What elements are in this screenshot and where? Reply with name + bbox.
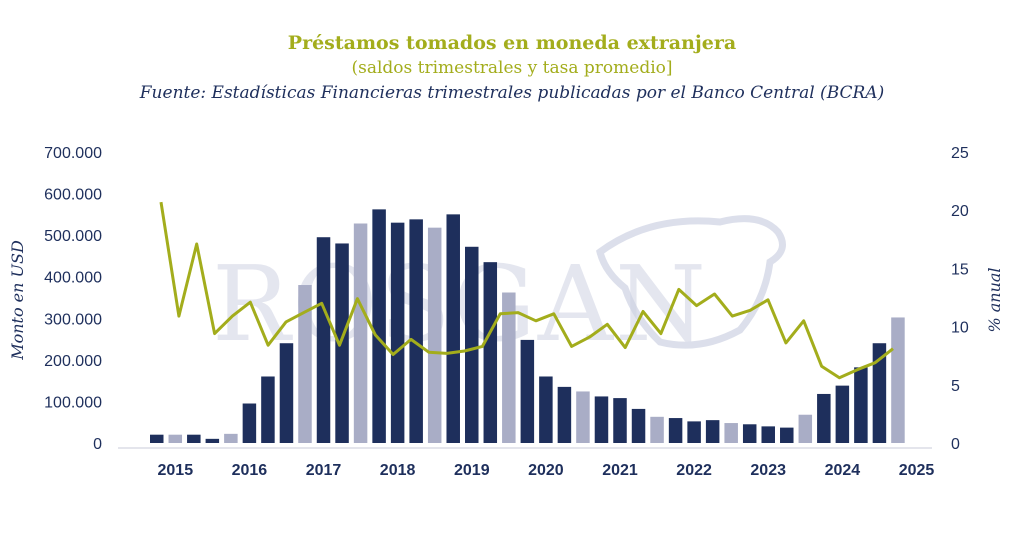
bar-3 xyxy=(205,438,220,443)
x-tick-label: 2018 xyxy=(380,462,416,479)
bar-29 xyxy=(687,421,701,443)
bar-11 xyxy=(353,223,368,443)
bar-39 xyxy=(872,343,887,443)
bar-36 xyxy=(817,393,831,443)
bar-16 xyxy=(446,214,460,443)
bar-9 xyxy=(316,237,331,443)
bar-33 xyxy=(761,426,775,443)
y-tick-label: 300.000 xyxy=(44,311,102,328)
y-tick-label: 600.000 xyxy=(44,187,102,204)
x-tick-label: 2019 xyxy=(454,462,490,479)
bar-25 xyxy=(613,398,627,443)
bar-27 xyxy=(650,416,664,443)
bar-8 xyxy=(298,285,312,443)
chart-title: Préstamos tomados en moneda extranjera xyxy=(287,32,737,54)
bar-30 xyxy=(705,420,720,443)
y2-tick-label: 10 xyxy=(951,320,969,337)
bar-6 xyxy=(261,376,275,443)
bar-21 xyxy=(539,376,553,443)
x-tick-label: 2015 xyxy=(158,462,194,479)
bar-35 xyxy=(798,414,813,443)
rate-line-series xyxy=(159,201,894,380)
y2-tick-label: 20 xyxy=(951,203,969,220)
chart-subtitle: (saldos trimestrales y tasa promedio] xyxy=(351,58,673,78)
y2-tick-label: 0 xyxy=(951,436,960,453)
y-tick-label: 200.000 xyxy=(44,353,102,370)
x-tick-label: 2024 xyxy=(825,462,861,479)
x-tick-label: 2020 xyxy=(528,462,564,479)
bar-18 xyxy=(483,262,498,443)
chart-axes: 0 100.000 200.000 300.000 400.000 500.000 600.… xyxy=(8,145,1004,479)
bar-12 xyxy=(372,209,386,443)
bar-2 xyxy=(187,434,201,443)
bar-40 xyxy=(891,317,905,443)
y-tick-label: 0 xyxy=(93,436,102,453)
bar-38 xyxy=(854,367,868,443)
bar-22 xyxy=(557,386,572,443)
bar-31 xyxy=(724,423,738,443)
bar-7 xyxy=(279,343,294,443)
bar-17 xyxy=(465,246,479,443)
rosgan-watermark: ROSGAN xyxy=(212,215,786,365)
bar-0 xyxy=(150,434,164,443)
y2-tick-label: 25 xyxy=(951,145,969,162)
bar-5 xyxy=(242,403,257,443)
x-tick-label: 2021 xyxy=(602,462,638,479)
rate-line xyxy=(159,201,894,380)
chart-header: Préstamos tomados en moneda extranjera (… xyxy=(0,30,1024,106)
bar-4 xyxy=(224,433,238,443)
y2-axis-label: % anual xyxy=(985,267,1004,332)
x-tick-label: 2025 xyxy=(899,462,935,479)
chart-source: Fuente: Estadísticas Financieras trimest… xyxy=(139,83,885,103)
bar-13 xyxy=(390,222,405,443)
bar-15 xyxy=(427,227,442,443)
bar-32 xyxy=(742,424,757,443)
bar-24 xyxy=(594,396,609,443)
y-tick-label: 500.000 xyxy=(44,228,102,245)
x-tick-label: 2022 xyxy=(676,462,712,479)
y2-tick-label: 15 xyxy=(951,261,969,278)
bar-28 xyxy=(668,418,683,443)
bar-34 xyxy=(780,427,794,443)
bar-23 xyxy=(576,391,590,443)
y-tick-label: 100.000 xyxy=(44,394,102,411)
x-tick-label: 2016 xyxy=(232,462,268,479)
y-axis-label: Monto en USD xyxy=(8,240,27,361)
bar-19 xyxy=(502,292,516,443)
bar-series xyxy=(150,209,905,443)
bull-head-watermark-icon xyxy=(596,215,786,349)
y2-tick-label: 5 xyxy=(951,378,960,395)
bar-37 xyxy=(835,385,850,443)
y-tick-label: 400.000 xyxy=(44,270,102,287)
y-tick-label: 700.000 xyxy=(44,145,102,162)
bar-10 xyxy=(335,243,349,443)
x-tick-label: 2023 xyxy=(750,462,786,479)
x-tick-label: 2017 xyxy=(306,462,342,479)
bar-20 xyxy=(520,339,535,443)
bar-26 xyxy=(631,408,646,443)
bar-14 xyxy=(409,219,423,443)
bar-1 xyxy=(168,434,183,443)
